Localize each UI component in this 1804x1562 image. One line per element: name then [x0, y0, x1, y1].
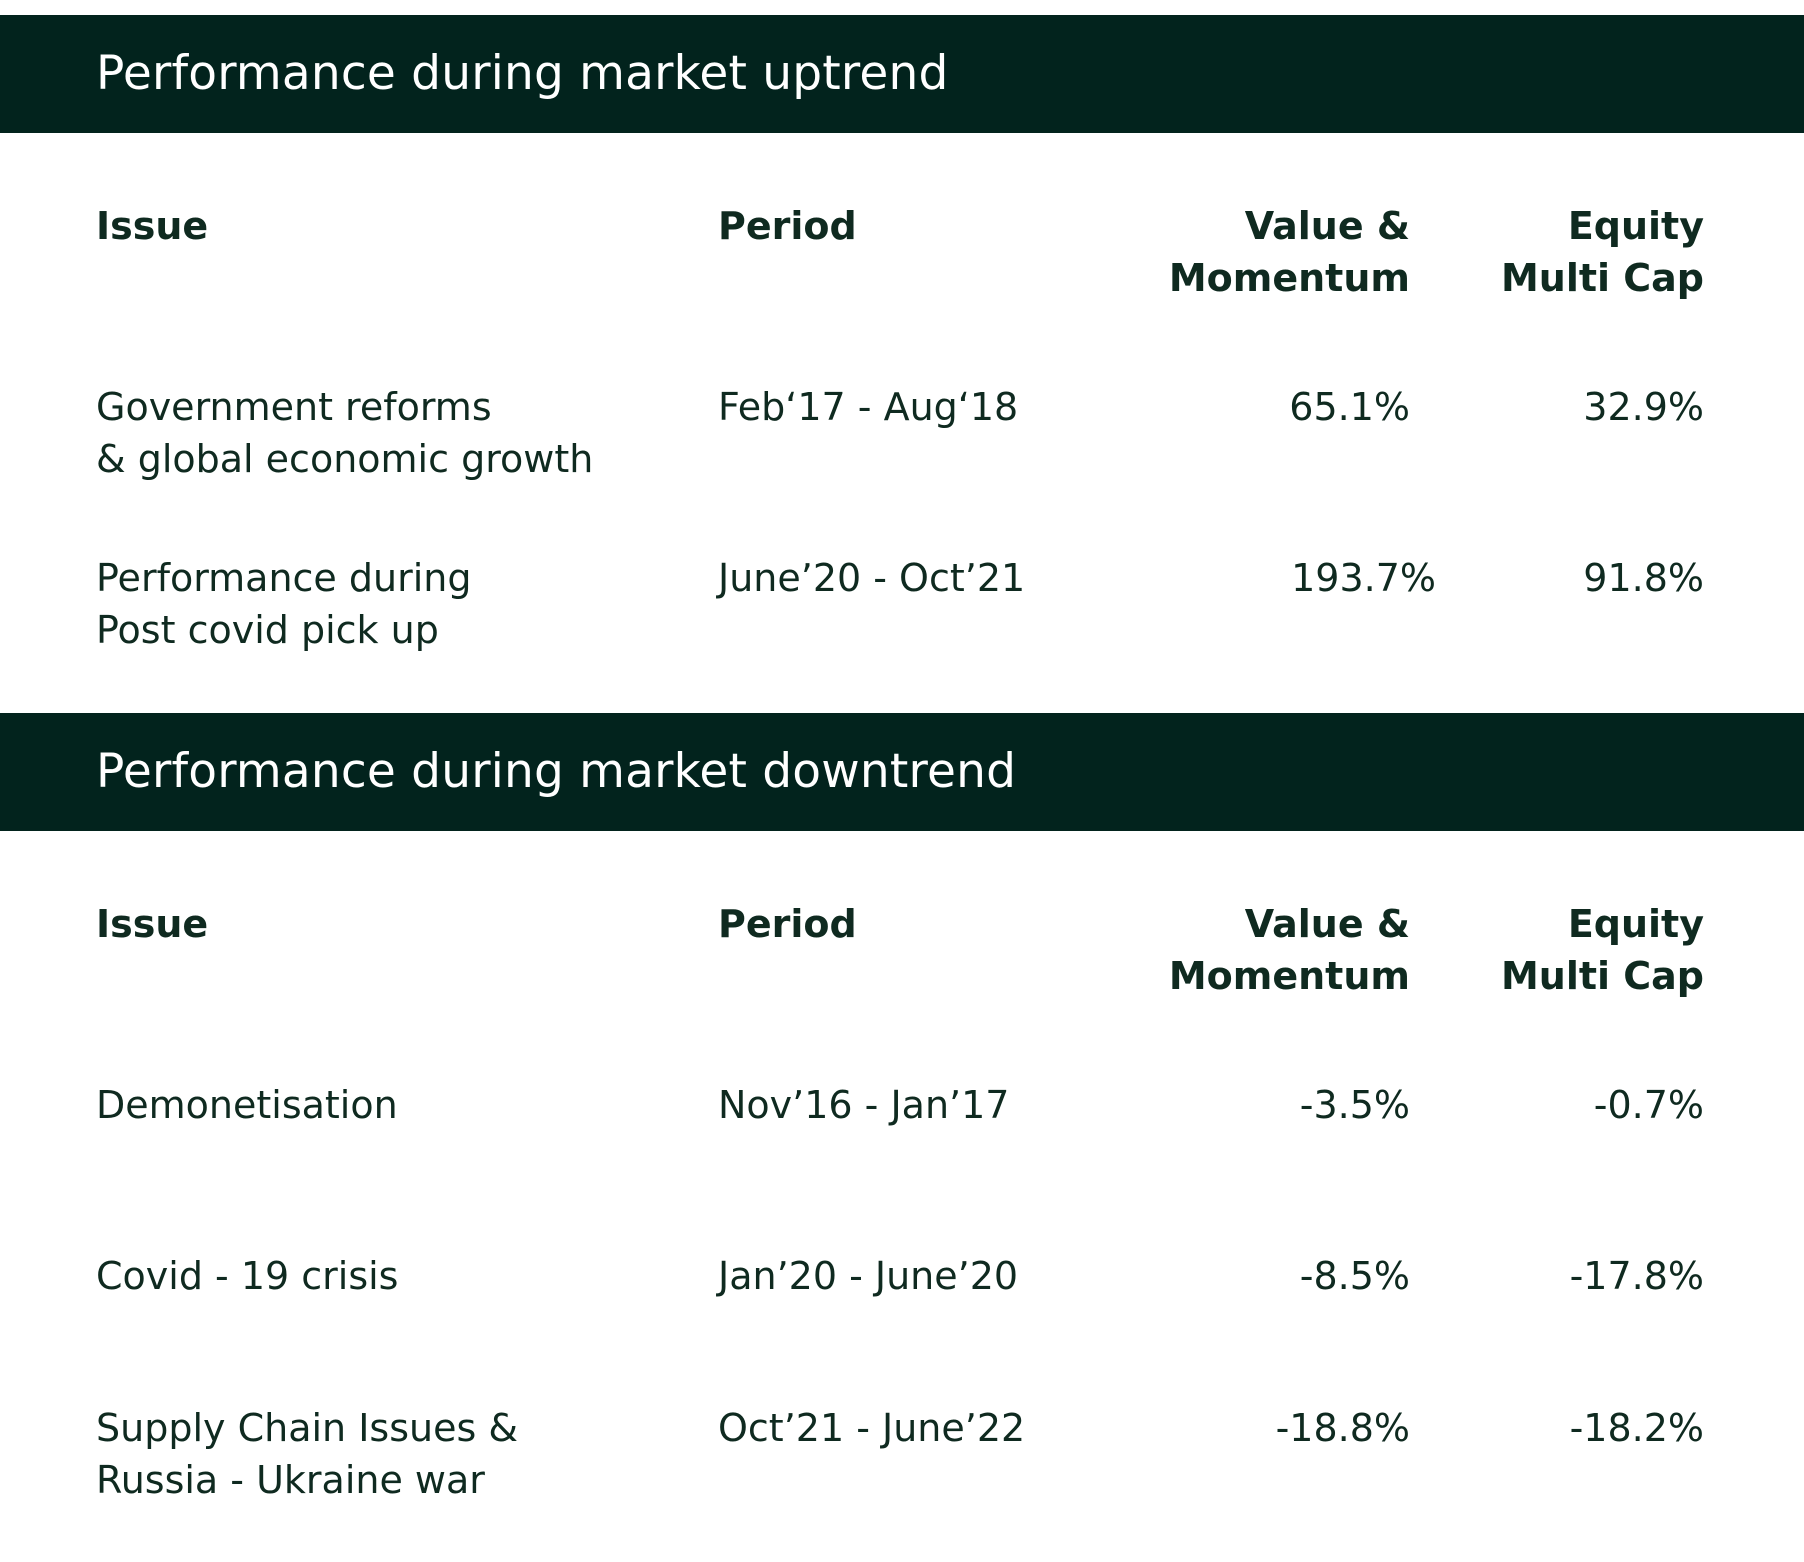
row-issue: Covid - 19 crisis	[96, 1254, 399, 1298]
row-issue: Demonetisation	[96, 1083, 398, 1127]
row-value-momentum: -3.5%	[1299, 1083, 1410, 1127]
row-equity-multi-cap: 91.8%	[1583, 556, 1704, 600]
downtrend-header-equity-multi-cap: Equity Multi Cap	[1500, 902, 1704, 998]
row-equity-multi-cap: 32.9%	[1583, 385, 1704, 429]
uptrend-section-banner: Performance during market uptrend	[0, 15, 1804, 133]
row-period: Jan’20 - June’20	[718, 1254, 1019, 1298]
row-period: Nov’16 - Jan’17	[718, 1083, 1010, 1127]
row-value-momentum: -18.8%	[1275, 1406, 1410, 1450]
uptrend-header-equity-multi-cap: Equity Multi Cap	[1500, 204, 1704, 300]
uptrend-header-issue: Issue	[96, 204, 209, 248]
row-period: Oct’21 - June’22	[718, 1406, 1026, 1450]
row-equity-multi-cap: -18.2%	[1569, 1406, 1704, 1450]
uptrend-section-title: Performance during market uptrend	[96, 46, 949, 101]
row-equity-multi-cap: -0.7%	[1593, 1083, 1704, 1127]
row-issue: Performance during Post covid pick up	[96, 556, 472, 652]
uptrend-header-value-momentum: Value & Momentum	[1168, 204, 1410, 300]
downtrend-header-value-momentum: Value & Momentum	[1168, 902, 1410, 998]
downtrend-header-issue: Issue	[96, 902, 209, 946]
row-period: June’20 - Oct’21	[718, 556, 1026, 600]
row-issue: Government reforms & global economic gro…	[96, 385, 594, 481]
uptrend-header-period: Period	[718, 204, 857, 248]
downtrend-header-period: Period	[718, 902, 857, 946]
row-period: Feb‘17 - Aug‘18	[718, 385, 1019, 429]
downtrend-section-title: Performance during market downtrend	[96, 744, 1017, 799]
row-equity-multi-cap: -17.8%	[1569, 1254, 1704, 1298]
row-issue: Supply Chain Issues & Russia - Ukraine w…	[96, 1406, 518, 1502]
row-value-momentum: 193.7%	[1291, 556, 1436, 600]
downtrend-section-banner: Performance during market downtrend	[0, 713, 1804, 831]
row-value-momentum: 65.1%	[1289, 385, 1410, 429]
row-value-momentum: -8.5%	[1299, 1254, 1410, 1298]
